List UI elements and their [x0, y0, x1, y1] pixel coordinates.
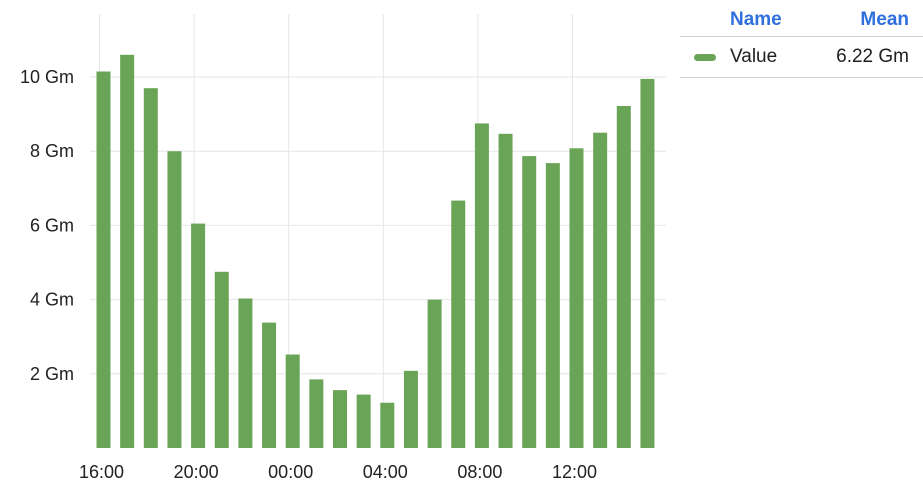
- bar-1400: [616, 105, 631, 448]
- bar-2300: [262, 322, 277, 448]
- bar-1700: [120, 54, 135, 449]
- bar-0100: [309, 379, 324, 448]
- bar-1100: [545, 163, 560, 448]
- series-color-swatch: [694, 53, 716, 61]
- legend-header: Name Mean: [680, 4, 923, 37]
- y-tick-label: 6 Gm: [30, 215, 74, 235]
- bar-1800: [143, 88, 158, 448]
- y-tick-label: 10 Gm: [20, 67, 74, 87]
- bar-1300: [593, 132, 608, 448]
- bar-1000: [522, 156, 537, 449]
- bar-1500: [640, 78, 655, 449]
- bar-2100: [214, 271, 229, 448]
- bar-1600: [96, 71, 111, 448]
- bars: [96, 54, 655, 449]
- legend: Name Mean Value 6.22 Gm: [680, 4, 923, 78]
- bar-1900: [167, 151, 182, 448]
- x-tick-label: 08:00: [457, 462, 502, 482]
- legend-mean-header[interactable]: Mean: [860, 9, 909, 30]
- bar-0500: [403, 370, 418, 448]
- bar-1200: [569, 148, 584, 448]
- bar-2200: [238, 298, 253, 448]
- x-tick-label: 20:00: [174, 462, 219, 482]
- x-tick-label: 00:00: [268, 462, 313, 482]
- legend-series-name: Value: [730, 46, 778, 67]
- bar-0000: [285, 354, 300, 448]
- x-tick-label: 04:00: [363, 462, 408, 482]
- x-tick-label: 12:00: [552, 462, 597, 482]
- bar-0600: [427, 299, 442, 448]
- legend-name-header[interactable]: Name: [730, 9, 782, 30]
- x-axis-ticks: 16:00 20:00 00:00 04:00 08:00 12:00: [79, 462, 597, 482]
- legend-row-value[interactable]: Value 6.22 Gm: [680, 37, 923, 78]
- y-tick-label: 4 Gm: [30, 290, 74, 310]
- bar-0700: [451, 200, 466, 448]
- bar-0900: [498, 133, 513, 449]
- x-tick-label: 16:00: [79, 462, 124, 482]
- bar-2000: [191, 223, 206, 448]
- bar-chart: 2 Gm 4 Gm 6 Gm 8 Gm 10 Gm 16:00 20:00 00:00 04:…: [20, 14, 666, 482]
- y-axis-ticks: 2 Gm 4 Gm 6 Gm 8 Gm 10 Gm: [20, 67, 74, 384]
- legend-series-mean: 6.22 Gm: [836, 46, 909, 67]
- bar-0400: [380, 402, 395, 448]
- y-tick-label: 8 Gm: [30, 141, 74, 161]
- bar-0300: [356, 394, 371, 448]
- bar-0800: [474, 123, 489, 448]
- bar-0200: [333, 390, 347, 448]
- y-tick-label: 2 Gm: [30, 364, 74, 384]
